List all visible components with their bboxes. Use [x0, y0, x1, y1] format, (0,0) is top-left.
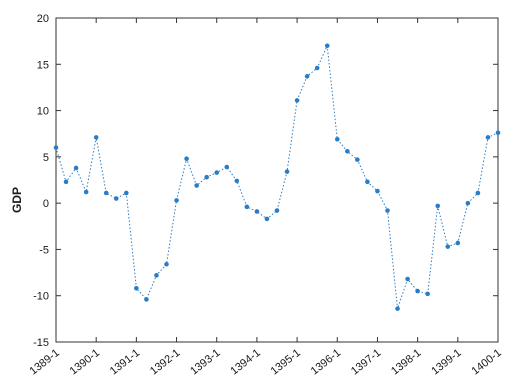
gdp-data-point [103, 190, 109, 196]
gdp-data-point [204, 174, 209, 180]
gdp-data-point [83, 189, 89, 195]
gdp-data-point [455, 240, 461, 246]
gdp-data-point [425, 291, 430, 297]
gdp-data-point [294, 98, 300, 103]
x-tick-label: 1395-1 [269, 347, 303, 378]
x-tick-label: 1389-1 [27, 347, 61, 378]
x-tick-label: 1391-1 [108, 347, 142, 378]
gdp-data-point [184, 156, 189, 162]
gdp-data-point [435, 203, 441, 209]
x-tick-label: 1398-1 [389, 347, 423, 378]
y-tick-label: 20 [37, 13, 49, 25]
gdp-data-point [194, 183, 199, 188]
y-tick-label: -15 [33, 337, 49, 349]
y-tick-label: -5 [39, 244, 49, 256]
gdp-data-point [395, 306, 400, 311]
gdp-data-point [355, 157, 360, 162]
gdp-data-point [134, 286, 139, 291]
gdp-data-point [124, 190, 129, 196]
y-tick-label: 5 [43, 152, 49, 164]
gdp-data-point [244, 204, 250, 210]
gdp-data-point [375, 188, 380, 194]
gdp-data-point [405, 276, 410, 282]
gdp-data-point [254, 209, 260, 214]
gdp-data-point [113, 196, 119, 201]
gdp-data-point [385, 208, 390, 213]
y-tick-label: 0 [43, 198, 49, 210]
gdp-data-point [224, 164, 230, 170]
gdp-data-point [415, 288, 420, 294]
gdp-data-point [234, 178, 240, 184]
gdp-data-point [214, 170, 220, 175]
gdp-data-point [63, 179, 69, 185]
gdp-data-point [495, 130, 501, 136]
gdp-data-point [314, 65, 320, 71]
y-tick-label: 15 [37, 59, 49, 71]
gdp-data-point [164, 261, 169, 267]
gdp-data-point [465, 200, 471, 206]
y-axis-label: GDP [10, 187, 24, 213]
gdp-data-point [274, 208, 280, 213]
gdp-data-point [284, 169, 290, 174]
x-tick-label: 1390-1 [68, 347, 102, 378]
gdp-data-point [174, 198, 179, 203]
gdp-data-point [445, 244, 451, 249]
plot-area-border [55, 17, 499, 343]
gdp-data-point [345, 149, 350, 154]
x-tick-label: 1393-1 [188, 347, 222, 378]
gdp-data-point [334, 136, 340, 142]
gdp-data-point [304, 74, 310, 79]
gdp-data-point [154, 273, 159, 278]
y-tick-label: 10 [37, 106, 49, 118]
gdp-data-point [93, 135, 99, 140]
gdp-series-line [55, 43, 499, 309]
x-tick-label: 1396-1 [309, 347, 343, 378]
x-tick-label: 1399-1 [429, 347, 463, 378]
gdp-data-point [365, 179, 370, 185]
gdp-data-point [53, 145, 59, 150]
x-tick-label: 1394-1 [228, 347, 262, 378]
gdp-data-point [73, 165, 79, 171]
gdp-data-point [485, 135, 491, 140]
gdp-data-point [144, 297, 149, 302]
gdp-data-point [324, 43, 330, 49]
x-tick-label: 1392-1 [148, 347, 182, 378]
gdp-data-point [264, 216, 270, 222]
x-tick-label: 1400-1 [469, 347, 503, 378]
gdp-data-point [475, 190, 481, 196]
x-tick-label: 1397-1 [349, 347, 383, 378]
y-tick-label: -10 [33, 291, 49, 303]
